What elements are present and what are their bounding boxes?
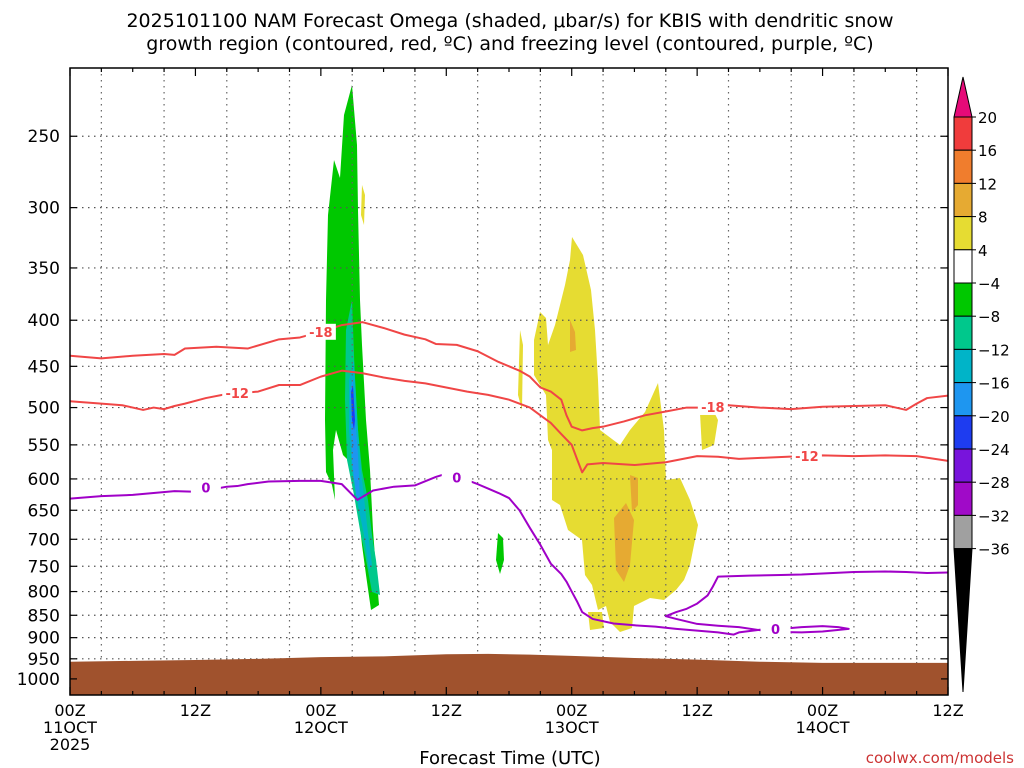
colorbar-label: −24 [978,441,1010,459]
omega-downward-patch-high [361,185,365,225]
x-tick-label: 00Z [54,701,85,720]
omega-upward-small-patch [496,533,504,574]
colorbar-band [953,182,973,218]
colorbar-label: 16 [978,142,997,160]
omega-downward-core-upper [570,320,576,352]
y-tick-label: 550 [28,436,60,456]
contour-line [69,321,949,432]
contour-label: -18 [701,401,725,416]
contour-label: -18 [309,326,333,341]
contour-label: 0 [201,481,210,496]
y-tick-label: 900 [28,629,60,649]
colorbar-label: −16 [978,375,1010,393]
x-tick-label: 00Z [556,701,587,720]
colorbar-label: −8 [978,308,1000,326]
colorbar-label: 12 [978,175,997,193]
x-tick-label: 14OCT [796,718,850,737]
x-tick-label: 12Z [180,701,211,720]
colorbar-band [953,216,973,251]
colorbar-band [953,315,973,350]
colorbar-label: −12 [978,341,1010,359]
y-tick-label: 300 [28,199,60,219]
colorbar-band [953,481,973,516]
omega-downward-patch-low [588,612,604,630]
omega-colorbar: 20 16 12 8 4 −4 −8 −12 −16 −20 −24 −28 −32 −36 [953,76,1010,693]
x-tick-label: 00Z [305,701,336,720]
chart-title: 2025101100 NAM Forecast Omega (shaded, μ… [126,10,893,32]
colorbar-label: 8 [978,209,988,227]
y-tick-label: 450 [28,357,60,377]
y-tick-label: 950 [28,650,60,670]
x-tick-label: 12Z [932,701,963,720]
pressure-axis: 250 300 350 400 450 500 550 600 650 700 750 800 850 9… [17,127,948,690]
plot-frame [69,67,949,696]
chart-subtitle: growth region (contoured, red, ºC) and f… [146,33,873,55]
y-tick-label: 650 [28,501,60,521]
terrain-fill [70,653,948,695]
y-tick-label: 350 [28,259,60,279]
x-tick-label: 12Z [431,701,462,720]
contour-label-background [697,398,728,415]
y-tick-label: 1000 [17,670,60,690]
y-tick-label: 800 [28,583,60,603]
colorbar-band [953,149,973,184]
colorbar-label: −36 [978,541,1010,559]
contour-label: -12 [795,450,819,465]
contour-line [69,472,949,636]
contour-label-background [791,447,822,464]
y-tick-label: 850 [28,606,60,626]
x-axis-label: Forecast Time (UTC) [419,748,600,768]
omega-downward-patch-right [700,408,718,450]
contour-label-background [222,385,253,402]
colorbar-label: 4 [978,242,988,260]
contour-label-background [305,323,336,340]
y-tick-label: 500 [28,399,60,419]
colorbar-top-arrow [953,76,973,118]
contour-label: 0 [452,472,461,487]
y-tick-label: 250 [28,127,60,147]
colorbar-label: 20 [978,109,997,127]
x-tick-label: 00Z [807,701,838,720]
omega-downward-core-mid [630,475,638,512]
x-tick-label: 11OCT [43,718,97,737]
omega-downward-core-lower [614,503,634,582]
y-tick-label: 600 [28,470,60,490]
temperature-contours: -18 -18 -12 -12 0 0 0 [69,321,949,638]
chart-gridlines [70,68,948,695]
y-tick-label: 700 [28,530,60,550]
colorbar-band [953,249,973,284]
omega-downward-strip [518,330,523,410]
x-tick-label: 13OCT [545,718,599,737]
contour-label: -12 [225,387,249,402]
contour-line [69,369,949,474]
x-tick-label: 12Z [681,701,712,720]
x-tick-label: 12OCT [294,718,348,737]
y-tick-label: 400 [28,311,60,331]
contour-label-background [441,469,472,486]
colorbar-label: −20 [978,408,1010,426]
colorbar-band [953,415,973,450]
colorbar-label: −4 [978,275,1000,293]
y-tick-label: 750 [28,557,60,577]
contour-label-background [760,621,791,638]
colorbar-label: −32 [978,507,1010,525]
colorbar-band [953,348,973,384]
colorbar-bottom-arrow [953,548,973,693]
x-tick-label: 2025 [50,735,91,754]
contour-label: 0 [771,623,780,638]
credit-text: coolwx.com/models [866,749,1014,767]
colorbar-label: −28 [978,474,1010,492]
colorbar-band [953,282,973,317]
omega-shading [325,85,718,632]
colorbar-band [953,448,973,483]
colorbar-band [953,116,973,151]
terrain-polygon [70,653,948,695]
colorbar-band [953,514,973,550]
colorbar-band [953,382,973,417]
contour-label-background [190,479,221,496]
